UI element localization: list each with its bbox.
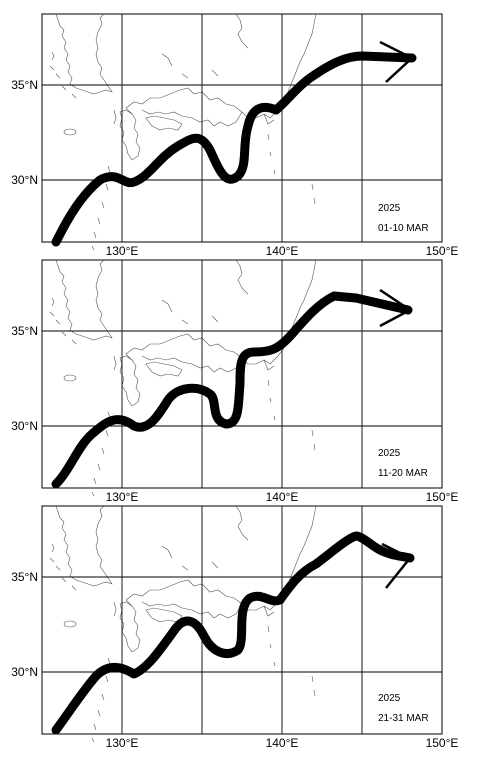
lon-label-140e: 140°E: [266, 490, 299, 504]
map-panel-3: 2025 21-31 MAR 35°N 30°N 130°E 140°E 150…: [11, 505, 459, 750]
lon-label-130e: 130°E: [106, 490, 139, 504]
lon-label-140e: 140°E: [266, 736, 299, 750]
arrow-head-icon: [379, 40, 415, 83]
panel-period: 01-10 MAR: [378, 223, 429, 234]
lon-label-150e: 150°E: [426, 736, 459, 750]
lat-label-35n: 35°N: [11, 324, 38, 338]
arrow-head-icon: [381, 542, 412, 589]
arrow-head-icon: [379, 288, 413, 328]
kuroshio-path: [51, 291, 413, 489]
panel-year: 2025: [378, 448, 401, 459]
panel-period: 11-20 MAR: [378, 468, 428, 479]
panel-year: 2025: [378, 203, 401, 214]
panel-year: 2025: [378, 693, 401, 704]
lon-label-150e: 150°E: [426, 244, 459, 258]
panel-frame: [41, 13, 443, 243]
lat-label-30n: 30°N: [11, 419, 38, 433]
map-panel-1: 2025 01-10 MAR 35°N 30°N 130°E 140°E 150…: [11, 13, 459, 258]
lon-label-130e: 130°E: [106, 244, 139, 258]
kuroshio-path: [51, 51, 417, 247]
lat-label-30n: 30°N: [11, 665, 38, 679]
lon-label-130e: 130°E: [106, 736, 139, 750]
lat-label-35n: 35°N: [11, 570, 38, 584]
lon-label-140e: 140°E: [266, 244, 299, 258]
map-panel-2: 2025 11-20 MAR 35°N 30°N 130°E 140°E 150…: [11, 259, 459, 504]
lat-label-30n: 30°N: [11, 173, 38, 187]
lon-label-150e: 150°E: [426, 490, 459, 504]
lat-label-35n: 35°N: [11, 78, 38, 92]
graticule: [42, 14, 442, 242]
panel-period: 21-31 MAR: [378, 713, 429, 724]
kuroshio-path: [51, 531, 415, 735]
graticule: [42, 506, 442, 734]
